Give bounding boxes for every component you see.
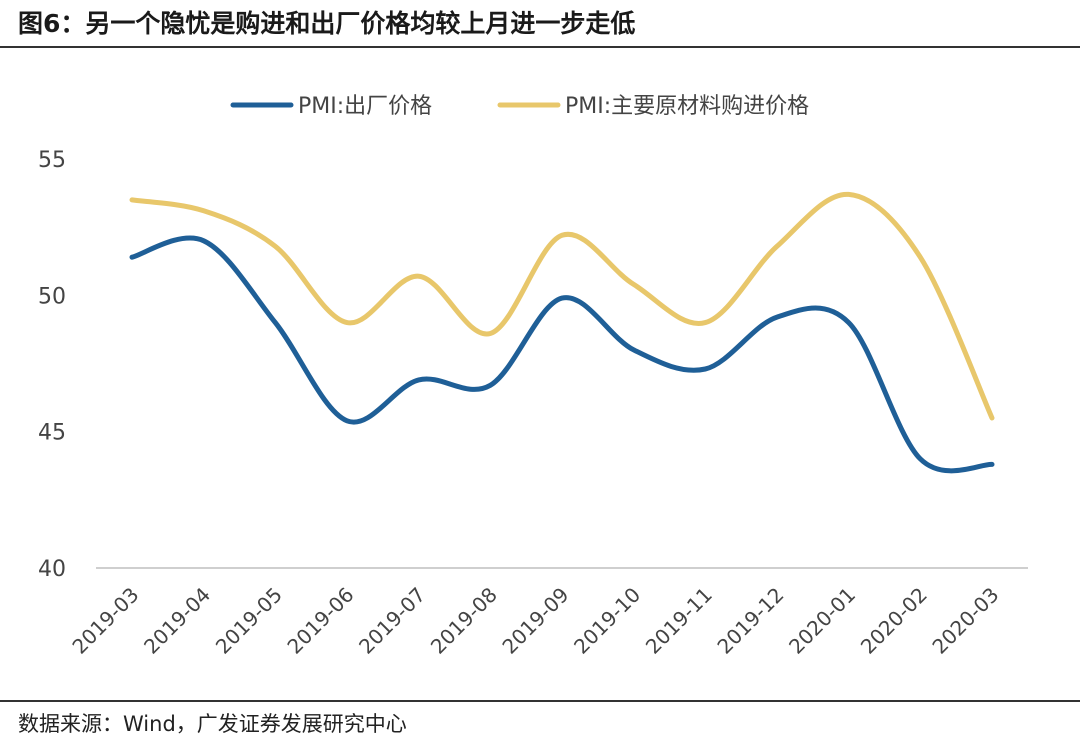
x-tick-label: 2019-06 [282,583,358,659]
bottom-divider [0,700,1080,702]
y-tick-label: 40 [38,557,66,582]
x-tick-label: 2020-03 [927,583,1003,659]
figure-title: 图6：另一个隐忧是购进和出厂价格均较上月进一步走低 [18,9,636,38]
chart-axes: 404550552019-032019-042019-052019-062019… [38,148,1028,659]
y-tick-label: 45 [38,421,66,446]
x-tick-label: 2020-02 [856,583,932,659]
x-tick-label: 2020-01 [784,583,860,659]
y-tick-label: 50 [38,284,66,309]
chart-legend: PMI:出厂价格 PMI:主要原材料购进价格 [230,94,809,119]
x-tick-label: 2019-10 [569,583,645,659]
x-tick-label: 2019-07 [354,583,430,659]
series-line-1 [129,235,995,474]
source-note: 数据来源：Wind，广发证券发展研究中心 [18,712,407,736]
x-tick-label: 2019-04 [139,583,215,659]
x-tick-label: 2019-03 [67,583,143,659]
line-chart: PMI:出厂价格 PMI:主要原材料购进价格 404550552019-03201… [38,94,1028,659]
x-tick-label: 2019-05 [211,583,287,659]
y-tick-label: 55 [38,148,66,173]
series-line-2 [129,191,995,421]
legend-label-1: PMI:出厂价格 [298,94,432,119]
legend-label-2: PMI:主要原材料购进价格 [565,94,809,119]
top-divider [0,46,1080,48]
x-tick-label: 2019-09 [497,583,573,659]
x-tick-label: 2019-08 [426,583,502,659]
x-tick-label: 2019-11 [641,583,717,659]
chart-series [129,191,995,474]
x-tick-label: 2019-12 [712,583,788,659]
